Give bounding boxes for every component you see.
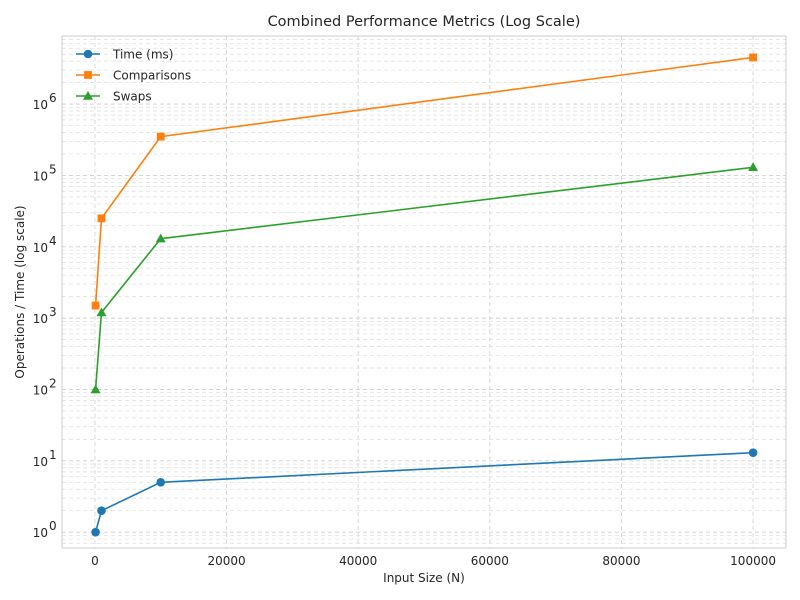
series-time-ms (91, 448, 758, 537)
series-comparisons (91, 53, 757, 310)
y-tick-exponent: 5 (49, 162, 57, 176)
y-tick-label: 10 (33, 312, 48, 326)
chart-title: Combined Performance Metrics (Log Scale) (268, 14, 581, 30)
data-point (90, 384, 101, 394)
data-point (97, 506, 106, 515)
legend-label: Swaps (113, 90, 152, 104)
legend-label: Time (ms) (112, 48, 174, 62)
x-tick-label: 0 (91, 554, 99, 568)
y-tick-exponent: 0 (49, 519, 57, 533)
legend-item: Comparisons (76, 69, 191, 83)
data-point (749, 53, 757, 62)
data-point (97, 214, 106, 223)
y-tick-exponent: 6 (49, 91, 57, 105)
data-point (84, 71, 92, 79)
y-tick-label: 10 (33, 455, 48, 469)
data-point (96, 307, 107, 317)
y-tick-exponent: 3 (49, 305, 57, 319)
x-axis-ticks: 0 20000 40000 60000 80000 100000 (91, 554, 776, 568)
grid (62, 35, 786, 549)
series-swaps (90, 162, 759, 394)
y-tick-exponent: 4 (49, 234, 57, 248)
x-axis-label: Input Size (N) (383, 571, 465, 585)
y-tick-label: 10 (33, 526, 48, 540)
data-point (83, 91, 93, 100)
data-point (156, 478, 166, 487)
series-line (94, 451, 754, 533)
y-tick-exponent: 2 (49, 376, 57, 390)
series-line (94, 56, 754, 306)
y-tick-label: 10 (33, 98, 48, 112)
x-tick-label: 20000 (207, 554, 245, 568)
y-axis-label: Operations / Time (log scale) (13, 205, 27, 378)
y-tick-label: 10 (33, 383, 48, 397)
data-point (91, 527, 100, 537)
data-point (83, 49, 93, 59)
legend-label: Comparisons (113, 69, 191, 83)
y-tick-exponent: 1 (49, 448, 57, 462)
x-tick-label: 80000 (602, 554, 640, 568)
legend-item: Swaps (76, 90, 152, 104)
data-point (748, 448, 758, 457)
series-layer (90, 53, 759, 537)
data-point (91, 301, 100, 310)
x-tick-label: 60000 (471, 554, 509, 568)
y-tick-label: 10 (33, 241, 48, 255)
x-tick-label: 40000 (339, 554, 377, 568)
data-point (155, 233, 166, 243)
legend: Time (ms) Comparisons Swaps (76, 48, 191, 104)
data-point (748, 162, 759, 172)
data-point (156, 132, 165, 141)
plot-frame (61, 35, 787, 549)
x-tick-label: 100000 (730, 554, 776, 568)
series-line (94, 166, 754, 390)
legend-item: Time (ms) (76, 48, 174, 62)
y-tick-label: 10 (33, 169, 48, 183)
